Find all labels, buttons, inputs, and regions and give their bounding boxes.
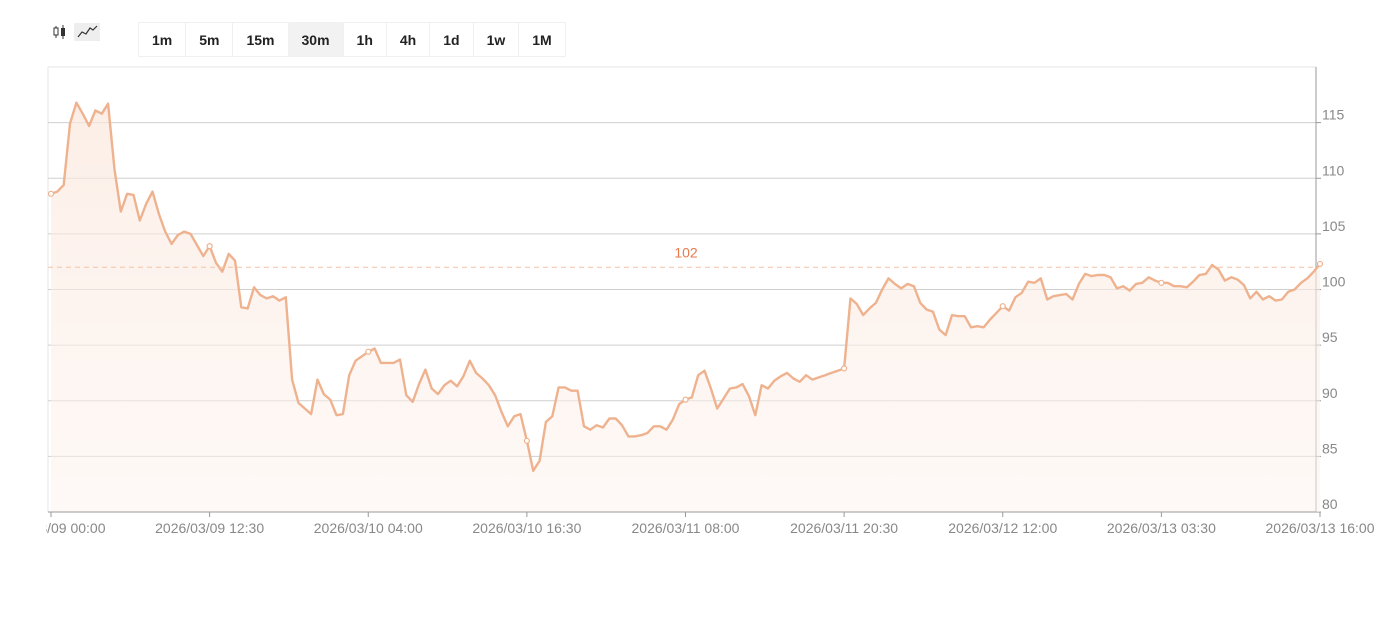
page: 1m 5m 15m 30m 1h 4h 1d 1w 1M 80 85 90 95 100 105 110 11… [46, 22, 1375, 536]
x-tick-label: 2026/03/10 04:00 [314, 520, 423, 536]
interval-button[interactable]: 4h [385, 22, 431, 57]
x-tick-label: 2026/03/09 12:30 [155, 520, 264, 536]
point-marker [365, 348, 372, 355]
interval-button[interactable]: 30m [287, 22, 344, 57]
x-tick-label: 2026/03/13 16:00 [1266, 520, 1375, 536]
interval-button[interactable]: 5m [185, 22, 234, 57]
point-marker [999, 303, 1006, 310]
mark-line-label: 102 [674, 244, 698, 260]
point-marker [47, 190, 55, 197]
interval-toolbar: 1m 5m 15m 30m 1h 4h 1d 1w 1M [138, 22, 566, 57]
plot: 2026/03/09 00:00 2026/03/09 12:30 2026/03/… [0, 101, 1375, 536]
x-tick-label: 2026/03/11 20:30 [790, 520, 898, 536]
chart-mode-icons [51, 23, 100, 41]
y-tick-label: 95 [1322, 329, 1338, 345]
point-marker [1158, 279, 1165, 286]
interval-button[interactable]: 1m [138, 22, 187, 57]
y-tick-label: 85 [1322, 440, 1338, 456]
interval-button[interactable]: 1d [429, 22, 474, 57]
y-tick-label: 110 [1322, 162, 1345, 178]
x-tick-label: 2026/03/09 00:00 [0, 520, 106, 536]
y-tick-label: 115 [1322, 107, 1345, 123]
point-marker [682, 396, 689, 403]
interval-button[interactable]: 1w [472, 22, 520, 57]
interval-button[interactable]: 1M [518, 22, 566, 57]
point-marker [1316, 260, 1324, 268]
point-marker [841, 365, 848, 372]
x-tick-label: 2026/03/11 08:00 [632, 520, 740, 536]
x-tick-label: 2026/03/13 03:30 [1107, 520, 1216, 536]
y-tick-label: 100 [1322, 274, 1346, 290]
y-tick-label: 90 [1322, 385, 1338, 401]
line-icon[interactable] [74, 23, 100, 41]
candle-icon[interactable] [51, 23, 71, 41]
interval-button[interactable]: 1h [342, 22, 387, 57]
point-marker [206, 243, 213, 250]
x-tick-label: 2026/03/12 12:00 [948, 520, 1057, 536]
area [51, 102, 1320, 512]
interval-button[interactable]: 15m [232, 22, 289, 57]
point-marker [523, 437, 530, 444]
y-tick-label: 105 [1322, 218, 1346, 234]
x-tick-label: 2026/03/10 16:30 [472, 520, 581, 536]
y-tick-label: 80 [1322, 496, 1338, 512]
